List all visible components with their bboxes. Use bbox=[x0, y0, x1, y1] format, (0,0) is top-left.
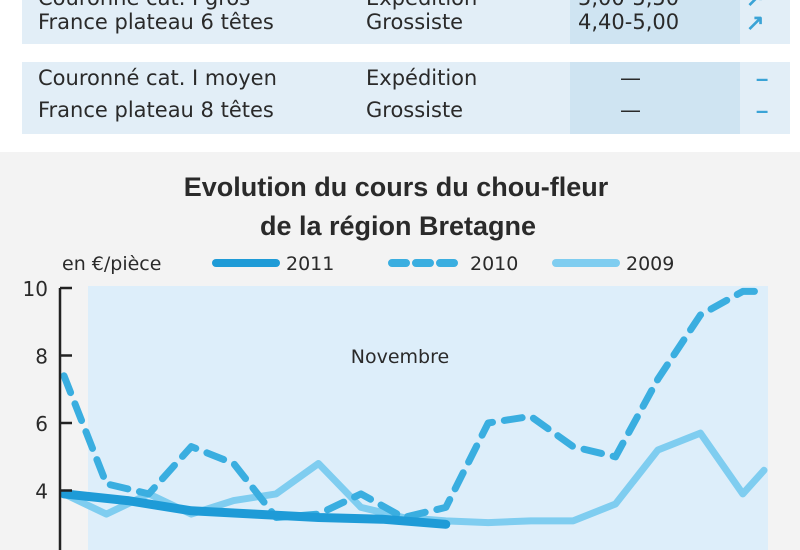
series-group bbox=[59, 287, 768, 529]
row-product: France plateau 6 têtes bbox=[38, 10, 274, 34]
row-price: 4,40-5,00 bbox=[578, 10, 680, 34]
y-tick-label: 6 bbox=[35, 412, 48, 436]
price-table-block-2 bbox=[22, 62, 790, 134]
row-price: 5,00-5,50 bbox=[578, 0, 679, 10]
row-price: — bbox=[620, 98, 641, 122]
price-table-block-1 bbox=[22, 0, 790, 44]
row-market: Grossiste bbox=[366, 10, 464, 34]
row-price: — bbox=[620, 66, 641, 90]
legend-label-2010: 2010 bbox=[470, 253, 518, 275]
chart-title-line-1: Evolution du cours du chou-fleur bbox=[184, 172, 609, 202]
row-product: Couronné cat. I gros bbox=[38, 0, 250, 10]
row-market: Grossiste bbox=[366, 98, 464, 122]
y-tick-label: 2 bbox=[35, 547, 48, 550]
row-product: France plateau 8 têtes bbox=[38, 98, 274, 122]
price-column-bg bbox=[570, 62, 740, 134]
month-label: Novembre bbox=[351, 346, 449, 368]
y-tick-label: 10 bbox=[23, 277, 48, 301]
y-axis: 2 4 6 8 10 bbox=[23, 277, 72, 550]
series-line-2011 bbox=[59, 489, 451, 529]
y-tick-label: 4 bbox=[35, 480, 48, 504]
legend: 2011 2010 2009 bbox=[212, 253, 674, 275]
row-market: Expédition bbox=[366, 66, 478, 90]
price-column-bg bbox=[570, 0, 740, 44]
trend-flat-icon: – bbox=[756, 66, 769, 91]
trend-up-icon: ↗ bbox=[746, 10, 765, 35]
y-tick-label: 8 bbox=[35, 345, 48, 369]
trend-up-icon: ↗ bbox=[746, 0, 764, 12]
chart-title-line-2: de la région Bretagne bbox=[260, 211, 536, 241]
trend-flat-icon: – bbox=[756, 98, 769, 123]
legend-label-2009: 2009 bbox=[626, 253, 674, 275]
legend-label-2011: 2011 bbox=[286, 253, 334, 275]
plot-area bbox=[88, 286, 768, 550]
series-line-2010 bbox=[60, 287, 768, 521]
row-product: Couronné cat. I moyen bbox=[38, 66, 277, 90]
row-market: Expédition bbox=[366, 0, 477, 10]
y-axis-unit-label: en €/pièce bbox=[62, 253, 161, 275]
